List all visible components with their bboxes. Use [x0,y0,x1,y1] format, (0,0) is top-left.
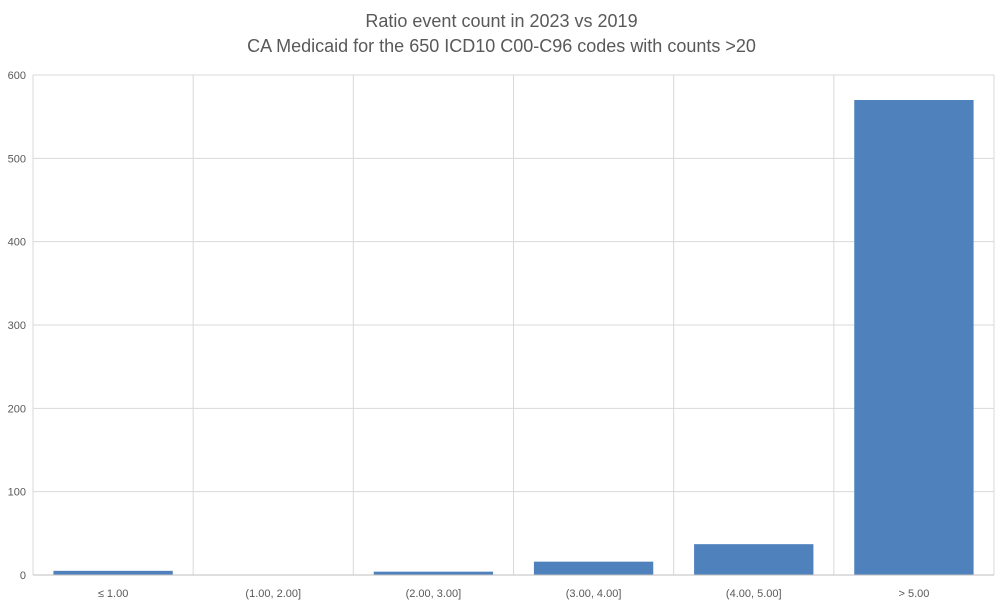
chart-title: Ratio event count in 2023 vs 2019 [365,11,638,31]
y-tick-label: 100 [8,487,26,499]
bar [854,100,974,575]
x-tick-label: (1.00, 2.00] [245,588,301,600]
y-tick-label: 300 [8,320,26,332]
y-tick-label: 0 [20,570,26,582]
x-tick-label: (3.00, 4.00] [566,588,622,600]
y-tick-label: 200 [8,403,26,415]
x-tick-label: ≤ 1.00 [98,588,129,600]
x-tick-label: (2.00, 3.00] [406,588,462,600]
x-tick-label: (4.00, 5.00] [726,588,782,600]
y-tick-label: 600 [8,70,26,82]
chart-subtitle: CA Medicaid for the 650 ICD10 C00-C96 co… [247,36,756,56]
bar [53,570,173,575]
bar [533,561,654,575]
bar [373,571,494,575]
y-tick-label: 500 [8,153,26,165]
y-tick-label: 400 [8,237,26,249]
bar [694,544,814,575]
x-tick-label: > 5.00 [898,588,929,600]
